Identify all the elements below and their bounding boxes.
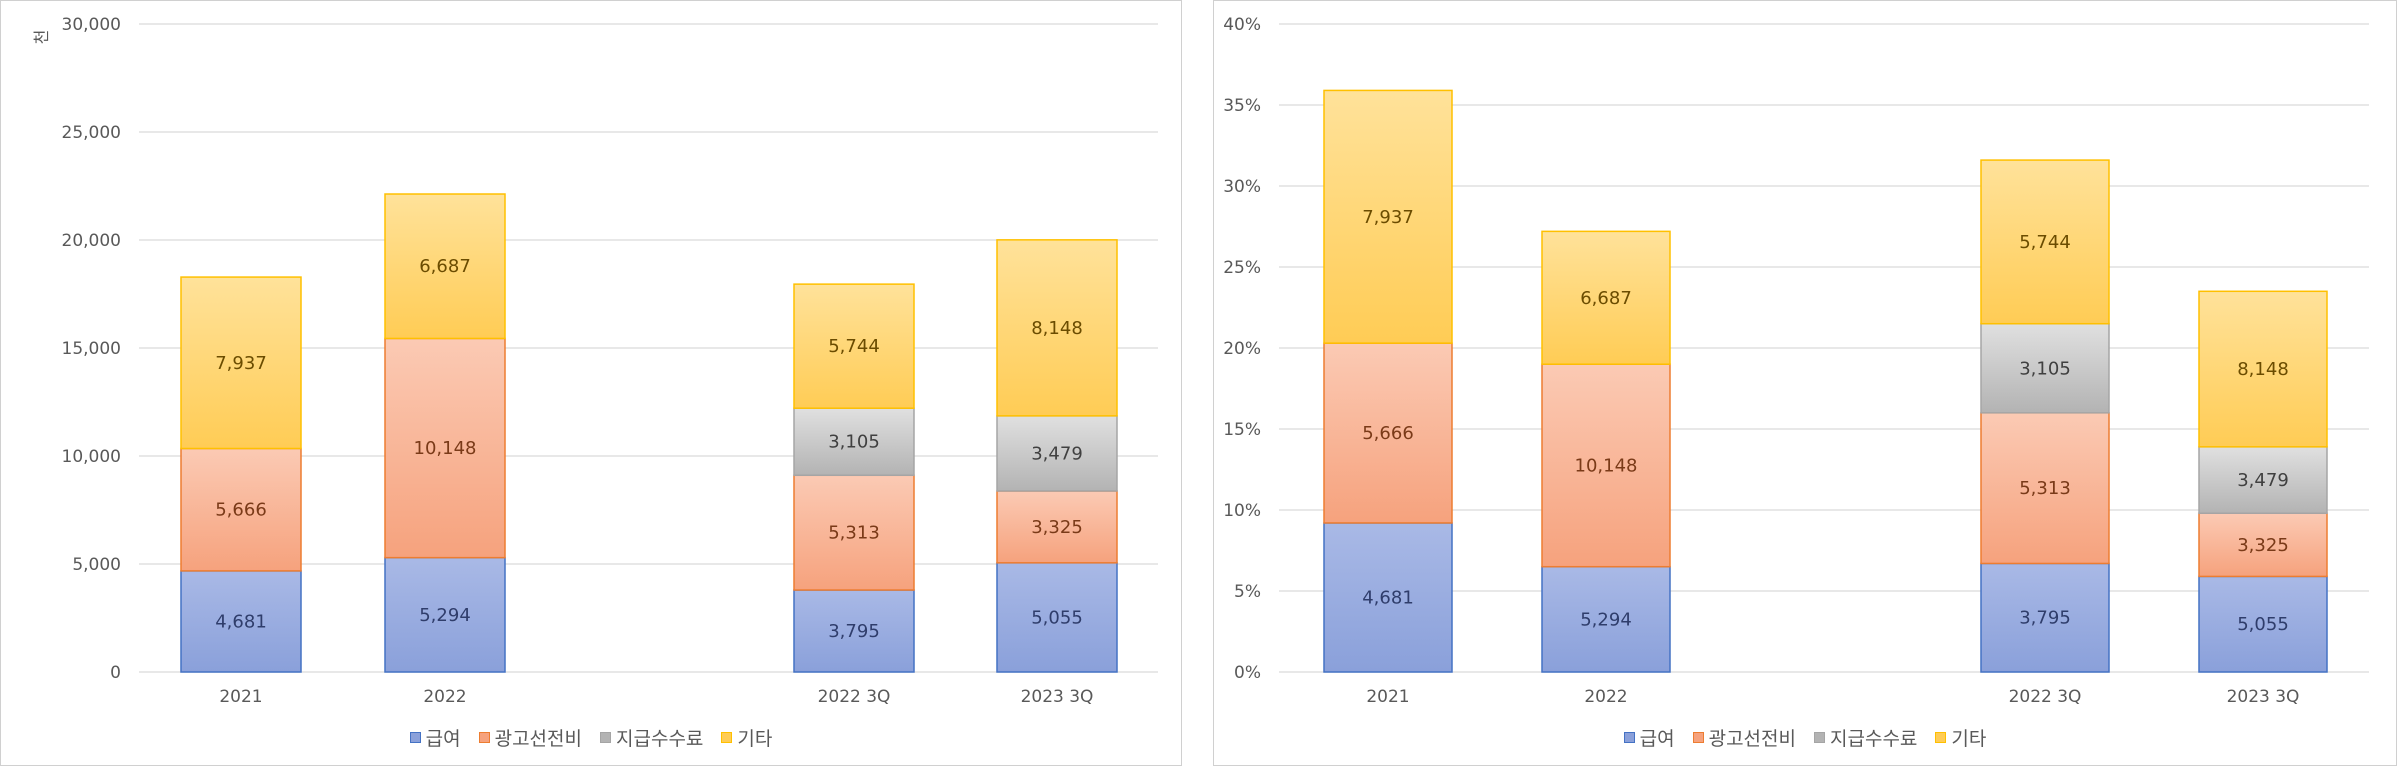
bar-segment-salary [793, 589, 915, 673]
data-label: 5,055 [2237, 614, 2289, 635]
data-label: 10,148 [414, 438, 477, 459]
legend-item-fees: 지급수수료 [600, 724, 703, 751]
y-tick-label: 25% [1223, 258, 1261, 278]
bar-segment-other [793, 283, 915, 409]
x-tick-label: 2022 3Q [818, 687, 891, 707]
legend-item-fees: 지급수수료 [1814, 724, 1917, 751]
y-tick-label: 5,000 [72, 555, 121, 575]
legend-item-other: 기타 [721, 724, 772, 751]
x-tick-label: 2023 3Q [2227, 687, 2300, 707]
bar-segment-advertising [2198, 512, 2328, 578]
bar-segment-advertising [1980, 412, 2110, 565]
data-label: 3,325 [2237, 535, 2289, 556]
data-label: 3,105 [828, 432, 880, 453]
y-tick-label: 20,000 [62, 231, 121, 251]
data-label: 5,666 [215, 500, 267, 521]
bar-segment-advertising [996, 490, 1118, 564]
bar-segment-salary [180, 570, 302, 673]
x-tick-label: 2023 3Q [1021, 687, 1094, 707]
data-label: 3,795 [2019, 608, 2071, 629]
y-tick-label: 15% [1223, 420, 1261, 440]
bar-segment-salary [1323, 522, 1453, 673]
data-label: 3,795 [828, 621, 880, 642]
y-tick-label: 10,000 [62, 447, 121, 467]
chart-panel-ratio: 0% 5% 10% 15% 20% 25% 30% 35% 40% 4,681 5,666 7,937… [1213, 0, 2397, 766]
legend-item-salary: 급여 [409, 724, 461, 751]
bar-segment-other [1541, 230, 1671, 365]
y-tick-label: 15,000 [62, 339, 121, 359]
data-label: 4,681 [215, 611, 267, 632]
legend-item-other: 기타 [1935, 724, 1986, 751]
data-label: 3,479 [1031, 443, 1083, 464]
bar-segment-salary [1980, 562, 2110, 673]
y-tick-label: 30% [1223, 177, 1261, 197]
data-label: 5,666 [1362, 423, 1414, 444]
bar-segment-advertising [1323, 342, 1453, 524]
data-label: 7,937 [215, 353, 267, 374]
y-tick-label: 30,000 [62, 15, 121, 35]
bar-segment-advertising [1541, 363, 1671, 568]
y-tick-label: 0% [1234, 663, 1261, 683]
data-label: 10,148 [1575, 455, 1638, 476]
data-label: 6,687 [419, 256, 471, 277]
data-label: 5,055 [1031, 607, 1083, 628]
stacked-bar-chart-ratio: 0% 5% 10% 15% 20% 25% 30% 35% 40% 4,681 5,666 7,937… [1223, 15, 2369, 707]
x-tick-label: 2022 3Q [2009, 687, 2082, 707]
bar-segment-advertising [793, 474, 915, 591]
y-tick-label: 25,000 [62, 123, 121, 143]
data-label: 5,294 [419, 605, 471, 626]
bar-segment-salary [384, 556, 506, 673]
data-label: 3,479 [2237, 470, 2289, 491]
data-label: 5,313 [828, 523, 880, 544]
y-tick-label: 35% [1223, 96, 1261, 116]
data-label: 7,937 [1362, 207, 1414, 228]
bar-segment-other [1323, 89, 1453, 344]
bar-segment-other [2198, 290, 2328, 448]
bar-segment-other [996, 239, 1118, 417]
data-label: 6,687 [1580, 288, 1632, 309]
bar-segment-advertising [180, 447, 302, 572]
data-label: 5,313 [2019, 478, 2071, 499]
chart-panel-amount: 0 5,000 10,000 15,000 20,000 25,000 30,000 천 4,6… [0, 0, 1182, 766]
legend-item-advertising: 광고선전비 [478, 724, 582, 751]
x-tick-label: 2022 [1584, 687, 1627, 707]
data-label: 3,105 [2019, 358, 2071, 379]
bar-segment-salary [996, 562, 1118, 673]
bar-segment-other [1980, 159, 2110, 325]
bar-segment-other [384, 193, 506, 340]
x-tick-label: 2022 [423, 687, 466, 707]
legend: 급여 광고선전비 지급수수료 기타 [1214, 724, 2396, 751]
stacked-bar-chart-amount: 0 5,000 10,000 15,000 20,000 25,000 30,000 천 4,6… [32, 15, 1158, 707]
legend: 급여 광고선전비 지급수수료 기타 [1, 724, 1181, 751]
x-tick-label: 2021 [1366, 687, 1409, 707]
legend-item-salary: 급여 [1623, 724, 1675, 751]
data-label: 8,148 [1031, 318, 1083, 339]
data-label: 4,681 [1362, 587, 1414, 608]
data-label: 5,294 [1580, 609, 1632, 630]
x-tick-label: 2021 [219, 687, 262, 707]
data-label: 3,325 [1031, 517, 1083, 538]
data-label: 5,744 [828, 336, 880, 357]
bar-segment-salary [2198, 575, 2328, 673]
bar-segment-other [180, 276, 302, 450]
bar-segment-fees [1980, 322, 2110, 414]
y-tick-label: 10% [1223, 501, 1261, 521]
legend-item-advertising: 광고선전비 [1692, 724, 1796, 751]
y-unit-label: 천 [32, 30, 51, 45]
y-tick-label: 20% [1223, 339, 1261, 359]
y-tick-label: 5% [1234, 582, 1261, 602]
y-tick-label: 40% [1223, 15, 1261, 35]
data-label: 8,148 [2237, 359, 2289, 380]
data-label: 5,744 [2019, 232, 2071, 253]
bar-segment-advertising [384, 337, 506, 559]
bar-segment-fees [996, 415, 1118, 492]
bar-segment-fees [793, 407, 915, 477]
y-tick-label: 0 [110, 663, 121, 683]
